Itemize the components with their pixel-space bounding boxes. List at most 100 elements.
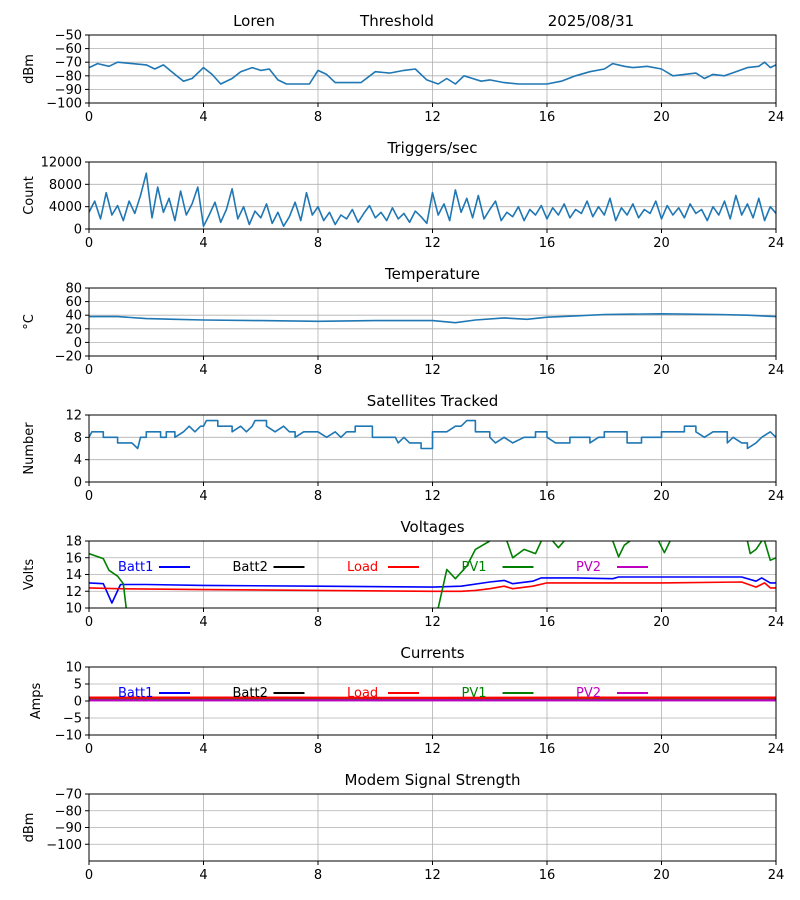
x-tick-label: 16 [539, 868, 556, 883]
series-line-pv1 [657, 541, 671, 554]
series-line-pv1 [612, 541, 631, 558]
header-station: Loren [233, 12, 275, 30]
series-line-batt1 [89, 576, 776, 604]
legend-label-batt1: Batt1 [118, 686, 153, 701]
legend-label-pv2: PV2 [576, 560, 601, 575]
y-tick-label: 12000 [41, 156, 82, 171]
y-tick-label: 16 [65, 551, 82, 566]
series-line-pv1 [89, 552, 127, 608]
legend-label-batt1: Batt1 [118, 560, 153, 575]
legend-label-pv2: PV2 [576, 686, 601, 701]
chart-panel-4: 0 4 8 12 16 20 24 0 4 8 12 Number Satellites Tracked [22, 392, 784, 504]
legend-label-pv1: PV1 [462, 560, 487, 575]
y-tick-label: 8 [74, 431, 82, 446]
y-tick-label: 0 [74, 336, 82, 351]
x-tick-label: 12 [424, 363, 441, 378]
y-tick-label: −10 [55, 729, 82, 744]
x-tick-label: 16 [539, 742, 556, 757]
y-tick-label: 0 [74, 223, 82, 238]
y-tick-label: 4 [74, 453, 82, 468]
y-tick-label: −20 [55, 350, 82, 365]
x-tick-label: 24 [768, 110, 785, 125]
x-tick-label: 16 [539, 110, 556, 125]
y-tick-label: 12 [65, 409, 82, 424]
chart-title: Satellites Tracked [367, 392, 498, 410]
x-tick-label: 20 [653, 363, 670, 378]
header-date: 2025/08/31 [548, 12, 634, 30]
series-group [89, 696, 776, 702]
y-axis-label: Amps [29, 682, 44, 719]
series-line-pv1 [746, 541, 763, 555]
x-tick-label: 4 [199, 363, 207, 378]
x-tick-label: 4 [199, 742, 207, 757]
x-tick-label: 20 [653, 110, 670, 125]
y-axis-label: dBm [22, 813, 37, 843]
x-tick-label: 20 [653, 489, 670, 504]
series-line-main [89, 312, 776, 324]
chart-title: Voltages [400, 518, 464, 536]
y-axis-label: °C [22, 314, 37, 330]
x-tick-label: 12 [424, 110, 441, 125]
x-tick-label: 4 [199, 236, 207, 251]
x-tick-label: 24 [768, 363, 785, 378]
y-tick-label: −5 [63, 712, 82, 727]
y-tick-label: −80 [55, 804, 82, 819]
x-tick-label: 24 [768, 489, 785, 504]
series-line-pv1 [552, 541, 565, 549]
x-tick-label: 0 [85, 489, 93, 504]
x-tick-label: 8 [314, 868, 322, 883]
y-tick-label: 4000 [49, 200, 82, 215]
chart-title: Modem Signal Strength [345, 771, 521, 789]
x-tick-label: 8 [314, 236, 322, 251]
y-tick-label: −60 [55, 42, 82, 57]
x-tick-label: 0 [85, 742, 93, 757]
chart-title: Currents [400, 644, 464, 662]
y-tick-label: 20 [65, 322, 82, 337]
y-tick-label: 80 [65, 282, 82, 297]
y-axis-label: Number [22, 422, 37, 475]
series-line-pv1 [437, 541, 491, 608]
y-tick-label: −50 [55, 29, 82, 44]
y-tick-label: 14 [65, 568, 82, 583]
y-tick-label: −90 [55, 821, 82, 836]
y-tick-label: 40 [65, 309, 82, 324]
legend-label-batt2: Batt2 [233, 686, 268, 701]
series-group [89, 172, 776, 227]
series-line-pv1 [763, 541, 776, 562]
y-tick-label: 10 [65, 602, 82, 617]
legend-label-load: Load [347, 560, 378, 575]
series-group [89, 419, 776, 450]
x-tick-label: 16 [539, 489, 556, 504]
y-tick-label: 0 [74, 695, 82, 710]
y-tick-label: 60 [65, 295, 82, 310]
y-tick-label: 12 [65, 585, 82, 600]
x-tick-label: 12 [424, 615, 441, 630]
series-line-main [89, 172, 776, 227]
x-tick-label: 24 [768, 868, 785, 883]
y-tick-label: −100 [46, 97, 82, 112]
series-group [89, 312, 776, 324]
x-tick-label: 0 [85, 110, 93, 125]
chart-panel-2: 0 4 8 12 16 20 24 0 4000 8000 12000 Count Triggers/s… [22, 139, 784, 251]
x-tick-label: 20 [653, 236, 670, 251]
x-tick-label: 16 [539, 236, 556, 251]
chart-title: Triggers/sec [387, 139, 478, 157]
x-tick-label: 24 [768, 742, 785, 757]
chart-panel-7: 0 4 8 12 16 20 24 −70−80 −90 −100 dBm Modem Signal … [22, 771, 784, 883]
y-tick-label: −70 [55, 56, 82, 71]
x-tick-label: 0 [85, 615, 93, 630]
x-tick-label: 12 [424, 489, 441, 504]
x-tick-label: 0 [85, 868, 93, 883]
x-tick-label: 20 [653, 868, 670, 883]
legend-label-pv1: PV1 [462, 686, 487, 701]
y-tick-label: −70 [55, 788, 82, 803]
x-tick-label: 16 [539, 615, 556, 630]
x-tick-label: 4 [199, 110, 207, 125]
y-axis-label: Count [22, 176, 37, 215]
y-axis-label: dBm [22, 54, 37, 84]
legend-label-load: Load [347, 686, 378, 701]
x-tick-label: 0 [85, 236, 93, 251]
